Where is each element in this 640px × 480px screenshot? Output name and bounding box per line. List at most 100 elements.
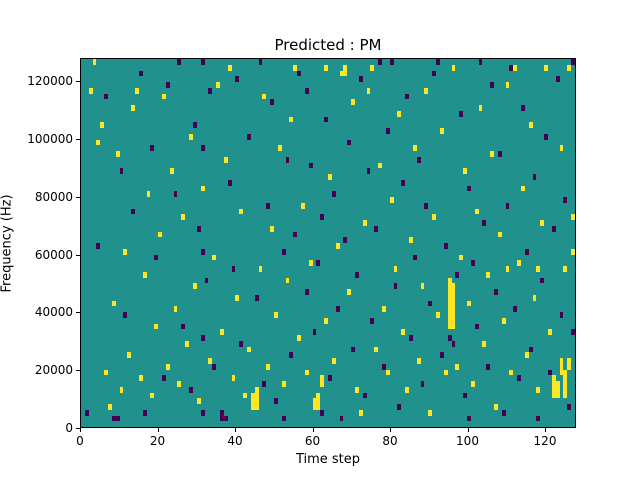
heatmap-cell	[555, 76, 560, 82]
y-tick-mark	[76, 428, 80, 429]
heatmap-cell	[382, 306, 386, 312]
heatmap-cell	[304, 87, 309, 94]
heatmap-cell	[470, 381, 475, 387]
heatmap-cell	[362, 392, 367, 399]
x-tick-label: 80	[382, 434, 398, 448]
heatmap-cell	[262, 93, 267, 100]
heatmap-cell	[262, 381, 267, 387]
heatmap-cell	[509, 369, 514, 376]
heatmap-cell	[181, 323, 186, 330]
heatmap-cell	[285, 277, 290, 284]
y-tick-label: 120000	[27, 74, 73, 89]
heatmap-cell	[524, 352, 529, 358]
heatmap-cell	[324, 116, 328, 123]
y-tick-mark	[76, 81, 80, 83]
heatmap-cell	[331, 191, 336, 197]
heatmap-cell	[497, 151, 502, 157]
heatmap-cell	[482, 340, 487, 347]
heatmap-cell	[246, 346, 251, 353]
heatmap-cell	[273, 312, 278, 318]
heatmap-cell	[239, 208, 244, 215]
heatmap-cell	[478, 105, 483, 111]
heatmap-cell	[135, 87, 139, 94]
heatmap-cell	[470, 260, 475, 266]
heatmap-cell	[223, 415, 228, 422]
heatmap-cell	[293, 231, 298, 238]
heatmap-cell	[266, 202, 271, 209]
heatmap-cell	[119, 168, 124, 174]
heatmap-cell	[308, 260, 313, 266]
heatmap-cell	[115, 151, 120, 157]
heatmap-cell	[123, 312, 128, 318]
heatmap-cell	[567, 358, 572, 370]
heatmap-cell	[308, 162, 313, 169]
y-tick-mark	[76, 196, 80, 198]
heatmap-cell	[142, 271, 147, 278]
heatmap-cell	[208, 87, 213, 94]
heatmap-cell	[339, 415, 344, 422]
heatmap-cell	[192, 283, 197, 289]
heatmap-cell	[416, 156, 421, 163]
heatmap-cell	[200, 59, 205, 65]
y-tick-mark	[76, 370, 80, 372]
heatmap-cell	[544, 64, 548, 71]
heatmap-cell	[150, 145, 155, 151]
heatmap-cell	[466, 185, 471, 192]
x-tick-mark	[235, 428, 236, 432]
heatmap-cell	[362, 220, 367, 226]
heatmap-cell	[312, 398, 317, 410]
y-tick-label: 20000	[34, 363, 73, 378]
heatmap-cell	[428, 409, 433, 416]
heatmap-cell	[177, 381, 182, 387]
heatmap-cell	[524, 248, 529, 255]
heatmap-cell	[231, 375, 236, 381]
heatmap-cell	[131, 208, 136, 215]
heatmap-cell	[196, 225, 201, 232]
heatmap-cell	[281, 415, 286, 422]
heatmap-cell	[486, 363, 491, 370]
heatmap-cell	[316, 392, 321, 410]
heatmap-cell	[100, 122, 105, 128]
heatmap-cell	[196, 398, 201, 404]
x-axis-label: Time step	[295, 452, 361, 467]
heatmap-cell	[138, 70, 143, 77]
heatmap-cell	[169, 168, 174, 174]
heatmap-cell	[273, 398, 278, 404]
heatmap-cell	[320, 409, 325, 416]
heatmap-cell	[463, 392, 467, 399]
x-tick-label: 40	[227, 434, 243, 448]
heatmap-cell	[436, 312, 440, 318]
heatmap-cell	[412, 254, 417, 261]
heatmap-cell	[393, 266, 398, 272]
heatmap-cell	[351, 99, 356, 105]
heatmap-cell	[544, 133, 548, 140]
heatmap-cell	[270, 225, 274, 232]
heatmap-cell	[239, 340, 244, 347]
heatmap-cell	[162, 93, 166, 100]
y-tick-label: 60000	[34, 247, 73, 262]
heatmap-cell	[559, 358, 564, 376]
heatmap-cell	[266, 363, 271, 370]
heatmap-cell	[571, 329, 575, 335]
heatmap-cell	[536, 386, 541, 393]
heatmap-cell	[463, 168, 467, 174]
heatmap-cell	[389, 197, 394, 203]
heatmap-cell	[127, 352, 132, 358]
y-axis: 0 20000 40000 60000 80000 100000 120000	[0, 58, 80, 435]
heatmap-cell	[551, 225, 556, 232]
heatmap-cell	[146, 191, 151, 197]
heatmap-cell	[378, 162, 383, 169]
heatmap-cell	[397, 404, 402, 410]
heatmap-cell	[285, 156, 290, 163]
heatmap-cell	[200, 145, 205, 151]
heatmap-cell	[389, 59, 394, 65]
heatmap-cell	[189, 386, 193, 393]
heatmap-cell	[88, 87, 93, 94]
heatmap-cell	[536, 415, 541, 422]
heatmap-cell	[493, 404, 498, 410]
heatmap-cell	[517, 260, 521, 266]
heatmap-cell	[420, 283, 425, 289]
heatmap-cell	[571, 59, 575, 65]
heatmap-cell	[250, 392, 255, 410]
heatmap-cell	[115, 415, 120, 422]
